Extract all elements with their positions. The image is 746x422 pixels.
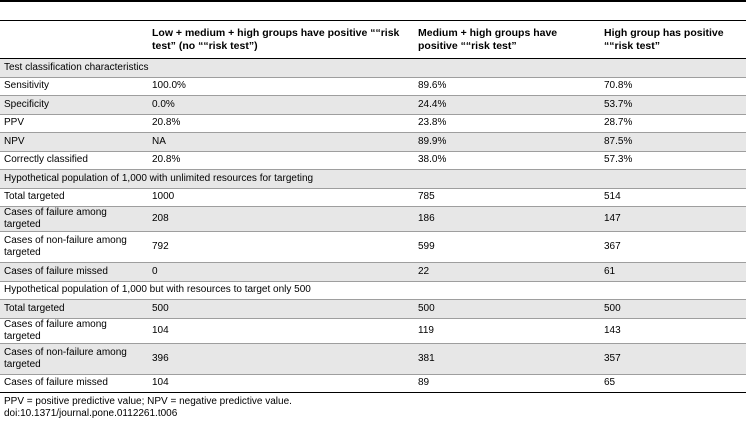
cell-value: NA xyxy=(148,132,414,152)
section-header: Hypothetical population of 1,000 but wit… xyxy=(0,281,746,300)
cell-value: 500 xyxy=(414,299,600,319)
cell-value: 500 xyxy=(600,299,746,319)
cell-value: 186 xyxy=(414,206,600,232)
header-cell-medium-high: Medium + high groups have positive ““ris… xyxy=(414,20,600,59)
cell-value: 38.0% xyxy=(414,151,600,170)
cell-value: 23.8% xyxy=(414,114,600,133)
cell-value: 599 xyxy=(414,231,600,263)
section-header: Hypothetical population of 1,000 with un… xyxy=(0,169,746,189)
header-cell-high: High group has positive ““risk test” xyxy=(600,20,746,59)
row-label: Cases of non-failure among targeted xyxy=(0,231,148,263)
cell-value: 367 xyxy=(600,231,746,263)
top-rule xyxy=(0,0,746,2)
table-footnote: PPV = positive predictive value; NPV = n… xyxy=(4,396,292,420)
cell-value: 100.0% xyxy=(148,77,414,96)
row-label: Cases of failure missed xyxy=(0,262,148,282)
cell-value: 65 xyxy=(600,374,746,393)
cell-value: 53.7% xyxy=(600,95,746,115)
cell-value: 20.8% xyxy=(148,151,414,170)
row-label: Sensitivity xyxy=(0,77,148,96)
cell-value: 24.4% xyxy=(414,95,600,115)
footnote-doi: doi:10.1371/journal.pone.0112261.t006 xyxy=(4,408,178,419)
cell-value: 119 xyxy=(414,318,600,344)
cell-value: 57.3% xyxy=(600,151,746,170)
cell-value: 785 xyxy=(414,188,600,207)
row-label: Specificity xyxy=(0,95,148,115)
row-label: Cases of failure among targeted xyxy=(0,318,148,344)
cell-value: 147 xyxy=(600,206,746,232)
cell-value: 381 xyxy=(414,343,600,375)
header-row: Low + medium + high groups have positive… xyxy=(0,20,746,59)
cell-value: 792 xyxy=(148,231,414,263)
cell-value: 104 xyxy=(148,318,414,344)
section-header: Test classification characteristics xyxy=(0,58,746,78)
cell-value: 89 xyxy=(414,374,600,393)
row-label: Cases of failure missed xyxy=(0,374,148,393)
cell-value: 87.5% xyxy=(600,132,746,152)
row-label: Cases of failure among targeted xyxy=(0,206,148,232)
row-label: Correctly classified xyxy=(0,151,148,170)
cell-value: 89.9% xyxy=(414,132,600,152)
table-body: Test classification characteristics Sens… xyxy=(0,58,746,393)
cell-value: 22 xyxy=(414,262,600,282)
cell-value: 514 xyxy=(600,188,746,207)
cell-value: 500 xyxy=(148,299,414,319)
cell-value: 70.8% xyxy=(600,77,746,96)
header-cell-label xyxy=(0,20,148,59)
cell-value: 89.6% xyxy=(414,77,600,96)
cell-value: 0 xyxy=(148,262,414,282)
cell-value: 20.8% xyxy=(148,114,414,133)
cell-value: 104 xyxy=(148,374,414,393)
row-label: NPV xyxy=(0,132,148,152)
results-table: Low + medium + high groups have positive… xyxy=(0,20,746,393)
cell-value: 143 xyxy=(600,318,746,344)
row-label: Total targeted xyxy=(0,299,148,319)
cell-value: 357 xyxy=(600,343,746,375)
row-label: PPV xyxy=(0,114,148,133)
cell-value: 61 xyxy=(600,262,746,282)
cell-value: 28.7% xyxy=(600,114,746,133)
cell-value: 208 xyxy=(148,206,414,232)
footnote-abbreviations: PPV = positive predictive value; NPV = n… xyxy=(4,396,292,407)
cell-value: 1000 xyxy=(148,188,414,207)
header-cell-low-medium-high: Low + medium + high groups have positive… xyxy=(148,20,414,59)
row-label: Cases of non-failure among targeted xyxy=(0,343,148,375)
cell-value: 396 xyxy=(148,343,414,375)
cell-value: 0.0% xyxy=(148,95,414,115)
row-label: Total targeted xyxy=(0,188,148,207)
